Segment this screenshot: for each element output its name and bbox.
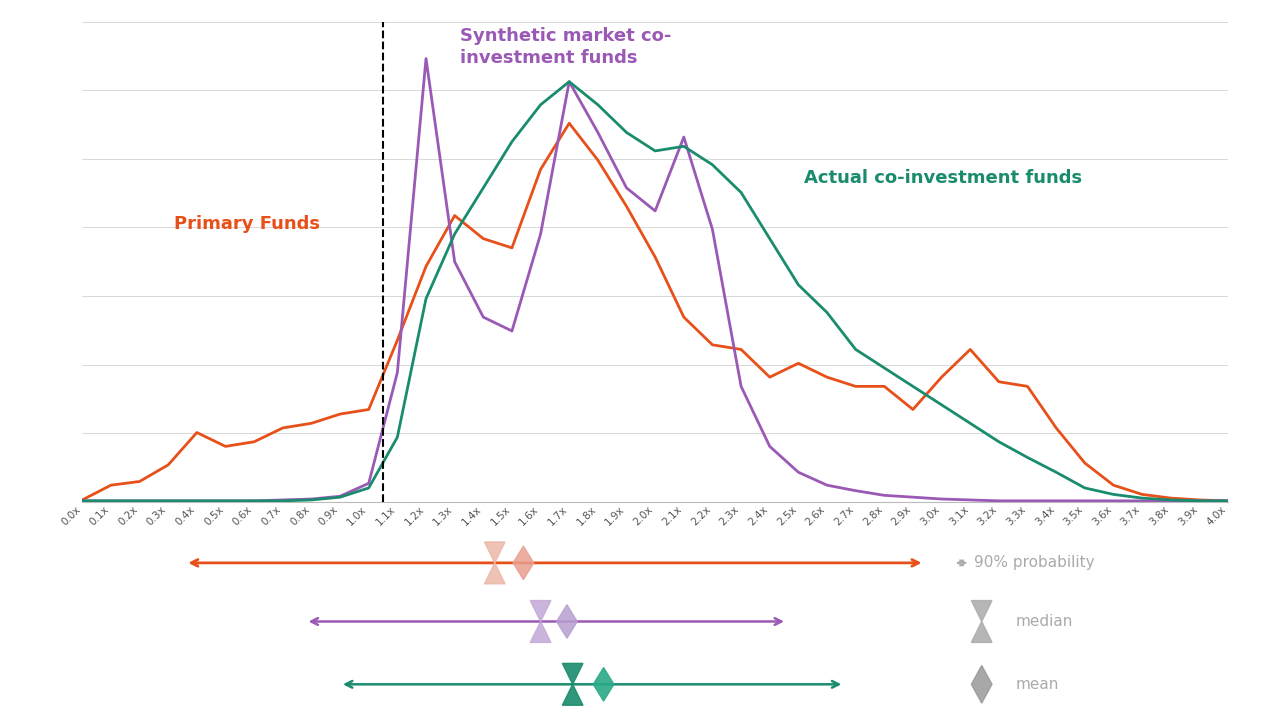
Text: Synthetic market co-
investment funds: Synthetic market co- investment funds — [461, 27, 672, 67]
Polygon shape — [971, 622, 993, 643]
Text: Primary Funds: Primary Funds — [173, 215, 320, 233]
Polygon shape — [971, 666, 993, 703]
Polygon shape — [971, 601, 993, 622]
Polygon shape — [485, 542, 505, 563]
Polygon shape — [562, 684, 582, 705]
Polygon shape — [530, 622, 551, 643]
Text: 90% probability: 90% probability — [974, 555, 1094, 570]
Polygon shape — [594, 668, 614, 701]
Text: mean: mean — [1017, 677, 1060, 692]
Polygon shape — [530, 601, 551, 622]
Polygon shape — [557, 605, 577, 638]
Text: Actual co-investment funds: Actual co-investment funds — [804, 169, 1082, 187]
Polygon shape — [562, 664, 582, 684]
Polygon shape — [513, 546, 534, 580]
Text: median: median — [1017, 614, 1074, 629]
Polygon shape — [485, 563, 505, 584]
